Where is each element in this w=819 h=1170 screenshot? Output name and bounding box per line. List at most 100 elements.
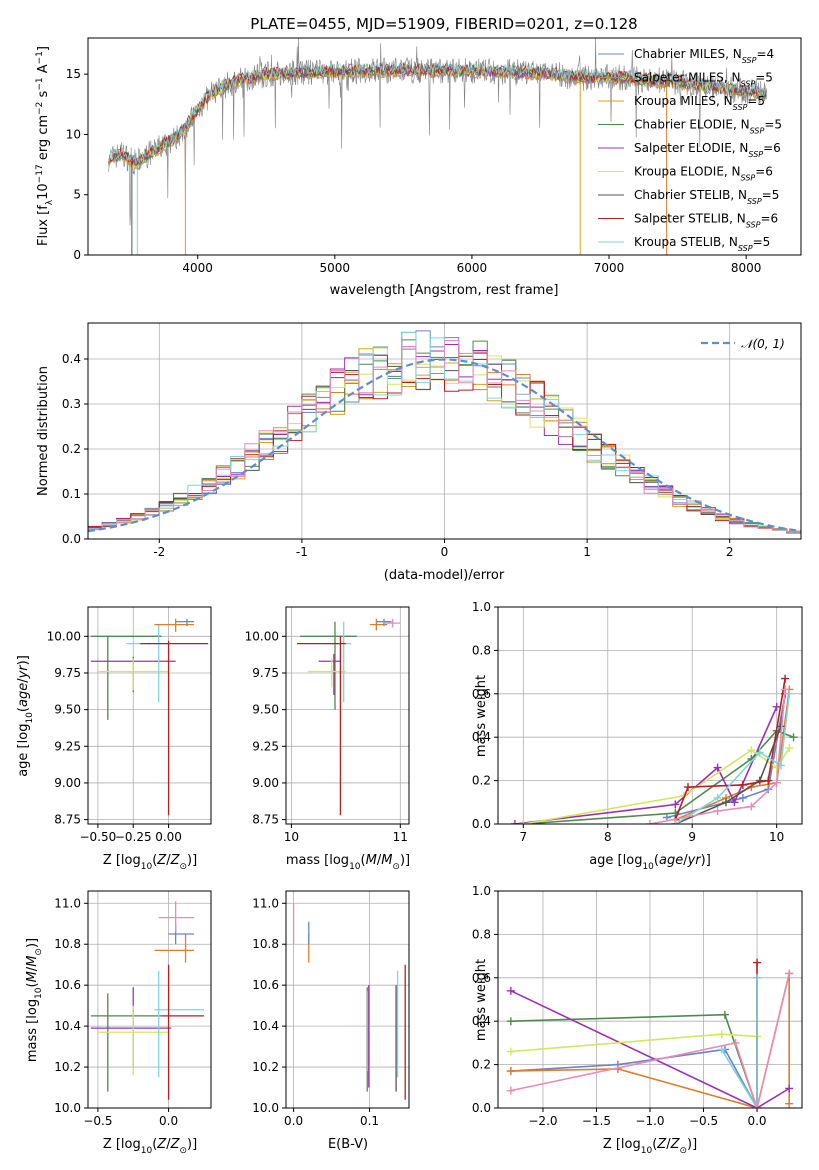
plot-area (292, 903, 406, 1100)
x-tick-label: 1 (583, 545, 591, 559)
y-tick-label: 0.4 (62, 352, 81, 366)
series-marker (713, 793, 722, 802)
data-point (90, 993, 162, 1092)
y-tick-label: 0.0 (472, 1101, 491, 1115)
y-tick-label: 8.75 (252, 813, 279, 827)
axes-frame (285, 890, 410, 1109)
y-tick-label: 0.2 (472, 774, 491, 788)
y-tick-label: 0.6 (472, 971, 491, 985)
series-path (523, 729, 794, 824)
panel-4: 10 11 8.75 9.00 9.25 9.50 9.75 10.00 (245, 606, 410, 844)
y-tick-label: 10.4 (54, 1019, 81, 1033)
series-marker (781, 674, 790, 683)
series-line (519, 726, 798, 824)
y-tick-label: 9.50 (252, 703, 279, 717)
axes-frame (87, 890, 212, 1109)
x-tick-label: −1.0 (635, 1114, 664, 1128)
x-tick-label: -2 (153, 545, 165, 559)
series-path (510, 1048, 758, 1108)
legend-entry: Chabrier STELIB, NSSP=5 (634, 188, 779, 206)
series-line (671, 689, 794, 824)
y-tick-label: 9.75 (54, 666, 81, 680)
series-marker (713, 763, 722, 772)
data-point (324, 621, 352, 703)
y-tick-label: 10.6 (54, 978, 81, 992)
series-marker (785, 744, 794, 753)
data-point (318, 653, 341, 695)
legend-entry: Kroupa ELODIE, NSSP=6 (634, 165, 773, 183)
plot-area (88, 330, 801, 534)
plot-area (506, 958, 794, 1108)
series-marker (755, 776, 764, 785)
data-point (97, 1005, 169, 1076)
series-marker (671, 800, 680, 809)
series-line (506, 1010, 762, 1108)
data-point (168, 923, 195, 945)
y-axis-label: age [log10(age/yr)] (16, 655, 35, 777)
data-point (154, 970, 204, 1078)
normal-curve (88, 358, 801, 533)
y-tick-label: 0.6 (472, 687, 491, 701)
x-tick-label: −0.5 (689, 1114, 718, 1128)
series-marker (772, 763, 781, 772)
series-marker (717, 1030, 726, 1039)
x-axis-label: E(B-V) (328, 1137, 368, 1152)
data-point (383, 618, 401, 628)
data-point (154, 618, 195, 632)
data-point (97, 658, 169, 691)
x-axis-label: Z [log10(Z/Z⊙)] (103, 853, 197, 872)
y-axis-label: mass weight (474, 959, 489, 1041)
legend-label: 𝒩(0, 1) (741, 337, 785, 351)
axes-frame (497, 606, 803, 825)
panel-1: 4000 5000 6000 7000 8000 0 5 10 15 (66, 37, 802, 275)
legend-entry: Salpeter ELODIE, NSSP=6 (634, 141, 781, 159)
y-tick-label: 0.4 (472, 1014, 491, 1028)
data-point (296, 636, 346, 816)
y-tick-label: 9.00 (252, 776, 279, 790)
y-tick-label: 10.6 (252, 978, 279, 992)
series-path (510, 1013, 758, 1108)
series-marker (510, 820, 519, 824)
series-marker (519, 820, 528, 824)
series-marker (772, 778, 781, 787)
x-tick-label: 10 (769, 830, 784, 844)
legend-entry: Chabrier ELODIE, NSSP=5 (634, 118, 782, 136)
x-tick-label: 0.0 (747, 1114, 766, 1128)
x-tick-label: 0 (441, 545, 449, 559)
y-tick-label: 0.0 (62, 532, 81, 546)
y-tick-label: 8.75 (54, 813, 81, 827)
x-tick-label: -1 (296, 545, 308, 559)
series-line (510, 702, 781, 824)
data-point (307, 658, 346, 688)
chart-title: PLATE=0455, MJD=51909, FIBERID=0201, z=0… (250, 15, 637, 33)
series-marker (506, 1017, 515, 1026)
y-tick-label: 0 (73, 248, 81, 262)
series-marker (781, 685, 790, 694)
data-point (300, 621, 357, 710)
series-marker (753, 1104, 762, 1108)
series-marker (506, 1047, 515, 1056)
series-marker (738, 793, 747, 802)
series-marker (506, 986, 515, 995)
x-tick-label: −1.5 (582, 1114, 611, 1128)
y-tick-label: 9.25 (252, 739, 279, 753)
series-marker (764, 776, 773, 785)
y-tick-label: 10.4 (252, 1019, 279, 1033)
series-path (510, 973, 791, 1108)
series-line (506, 1045, 762, 1108)
data-point (140, 640, 209, 816)
x-tick-label: 7 (520, 830, 528, 844)
series-marker (747, 746, 756, 755)
x-axis-label: (data-model)/error (384, 568, 505, 583)
data-point (369, 618, 388, 631)
series-marker (717, 1045, 726, 1054)
y-tick-label: 0.3 (62, 397, 81, 411)
x-tick-label: 9 (688, 830, 696, 844)
legend-entry: Kroupa STELIB, NSSP=5 (634, 235, 770, 253)
y-tick-label: 0.8 (472, 927, 491, 941)
legend-entry: Kroupa MILES, NSSP=5 (634, 94, 765, 112)
data-point (90, 635, 162, 720)
panel-3: −0.50−0.25 0.00 8.75 9.00 9.25 9.50 9.75 10.00 (47, 606, 212, 844)
series-marker (671, 820, 680, 824)
residual-histogram-step (88, 340, 801, 533)
